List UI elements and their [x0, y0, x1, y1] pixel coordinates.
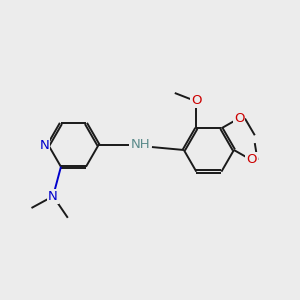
Text: O: O: [191, 94, 202, 107]
Text: N: N: [40, 139, 50, 152]
Text: N: N: [48, 190, 58, 203]
Text: NH: NH: [130, 138, 150, 151]
Text: O: O: [234, 112, 244, 125]
Text: O: O: [246, 153, 257, 166]
